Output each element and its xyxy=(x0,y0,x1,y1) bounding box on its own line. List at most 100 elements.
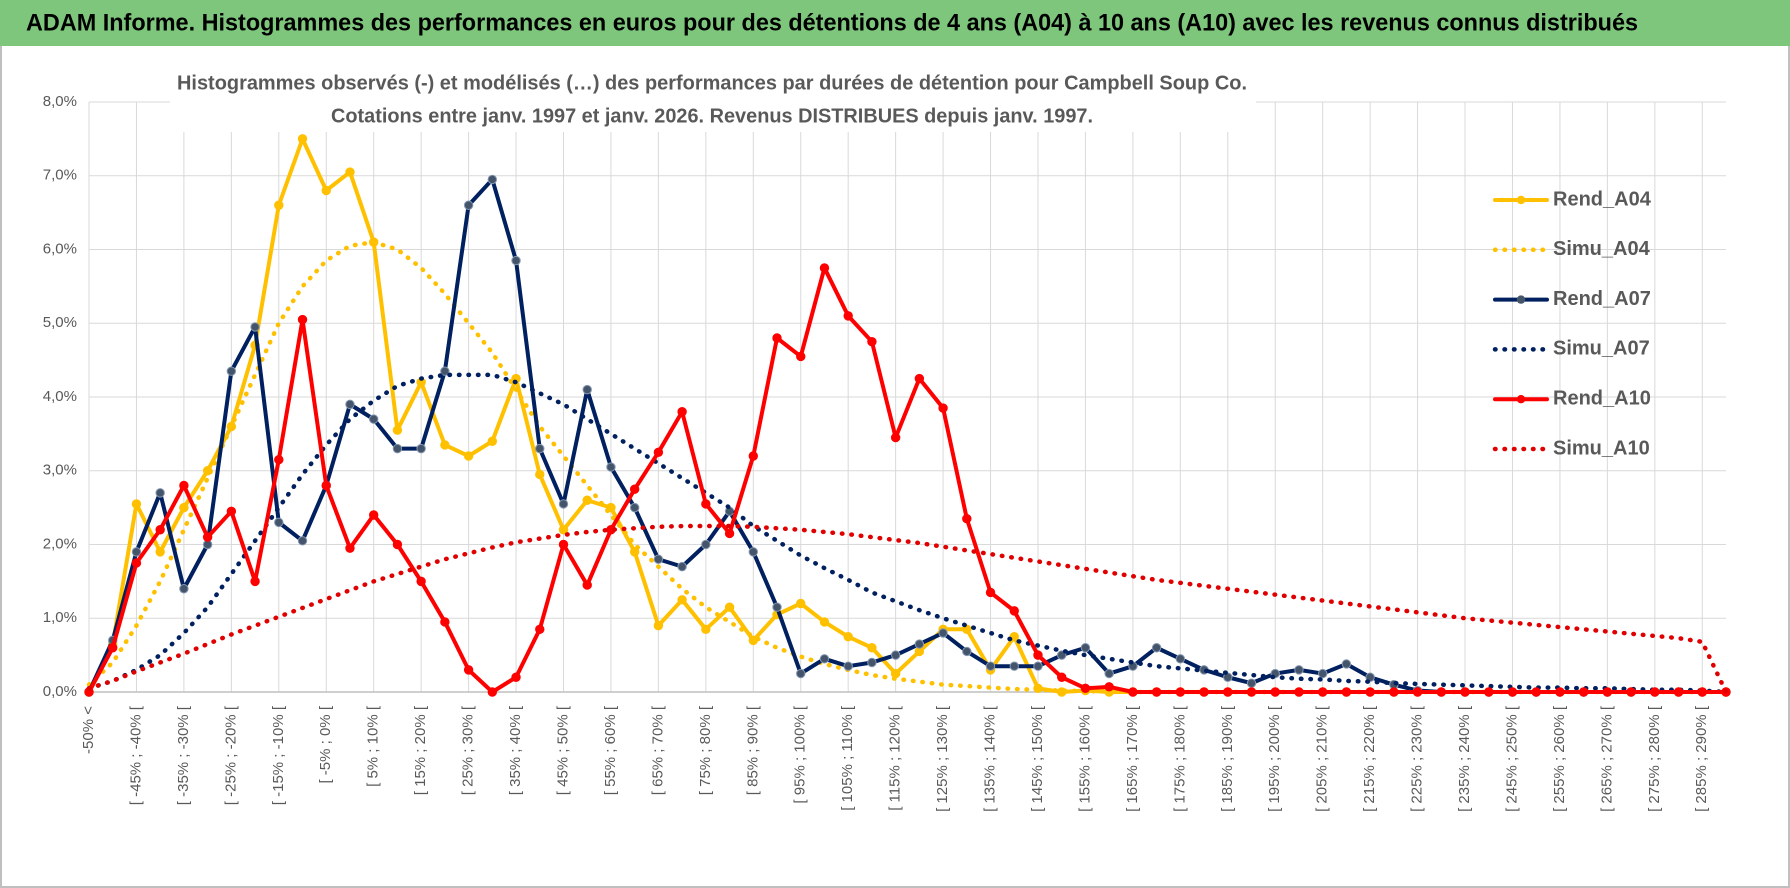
x-tick-label: [ 245% ; 250% [ xyxy=(1503,705,1520,812)
x-tick-label: [ 95% ; 100% [ xyxy=(792,705,809,803)
data-point xyxy=(653,554,664,564)
chart-subtitle: Cotations entre janv. 1997 et janv. 2026… xyxy=(331,105,1093,127)
data-point xyxy=(1080,643,1091,653)
y-tick-label: 3,0% xyxy=(43,462,77,479)
x-tick-label: [ 275% ; 280% [ xyxy=(1646,705,1663,812)
data-point xyxy=(1365,687,1375,697)
data-point xyxy=(772,333,782,343)
plot-area xyxy=(88,101,1726,693)
data-point xyxy=(1531,687,1541,697)
data-point xyxy=(368,510,379,520)
data-point xyxy=(582,495,592,505)
data-point xyxy=(108,643,118,653)
data-point xyxy=(1294,665,1304,675)
data-point xyxy=(511,255,521,266)
data-point xyxy=(677,407,687,417)
x-tick-label: [ 165% ; 170% [ xyxy=(1124,705,1141,812)
x-tick-label: [ -25% ; -20% [ xyxy=(222,705,239,805)
x-tick-label: [ 195% ; 200% [ xyxy=(1266,705,1283,812)
data-point xyxy=(1175,654,1186,664)
data-point xyxy=(1555,687,1565,697)
data-point xyxy=(297,536,308,546)
data-point xyxy=(1294,687,1304,697)
data-point xyxy=(179,480,189,491)
data-point xyxy=(535,469,545,480)
data-point xyxy=(1697,687,1707,697)
data-point xyxy=(677,561,687,572)
data-point xyxy=(724,602,735,612)
data-point xyxy=(985,661,996,671)
data-point xyxy=(748,451,758,461)
data-point xyxy=(867,643,877,653)
data-point xyxy=(226,506,237,517)
data-point xyxy=(867,657,877,668)
data-point xyxy=(629,484,640,494)
legend-label: Simu_A07 xyxy=(1553,338,1650,360)
data-point xyxy=(155,525,165,535)
data-point xyxy=(463,451,474,461)
data-point xyxy=(1033,650,1043,660)
data-point xyxy=(179,502,189,513)
x-tick-label: [ 25% ; 30% [ xyxy=(460,705,477,795)
data-point xyxy=(463,665,474,675)
data-point xyxy=(701,624,711,635)
data-point xyxy=(1578,687,1589,697)
data-point xyxy=(985,587,996,598)
data-point xyxy=(321,480,331,491)
data-point xyxy=(392,539,403,550)
legend-label: Rend_A10 xyxy=(1553,387,1651,409)
data-point xyxy=(535,624,545,635)
model-line xyxy=(86,372,1729,695)
data-point xyxy=(772,602,782,612)
data-point xyxy=(274,454,284,465)
data-point xyxy=(843,311,853,321)
x-tick-label: [ 185% ; 190% [ xyxy=(1219,705,1236,812)
observed-line xyxy=(87,265,1728,694)
data-point xyxy=(677,595,687,605)
x-tick-label: [ 145% ; 150% [ xyxy=(1029,705,1046,812)
data-point xyxy=(440,440,450,450)
x-tick-label: [ -5% ; 0% [ xyxy=(317,705,334,783)
data-point xyxy=(938,628,948,638)
x-tick-label: [ 155% ; 160% [ xyxy=(1076,705,1093,812)
data-point xyxy=(131,558,142,568)
data-point xyxy=(1080,683,1091,694)
data-point xyxy=(796,351,806,362)
data-point xyxy=(1199,687,1209,697)
data-point xyxy=(1104,668,1114,679)
legend-marker xyxy=(1516,295,1526,304)
data-point xyxy=(1389,687,1399,697)
data-point xyxy=(155,488,165,498)
x-tick-label: [ 285% ; 290% [ xyxy=(1693,705,1710,812)
data-point xyxy=(1009,606,1019,616)
data-point xyxy=(487,436,498,446)
data-point xyxy=(1484,687,1494,697)
x-tick-label: [ 125% ; 130% [ xyxy=(934,705,951,812)
data-point xyxy=(1246,687,1257,697)
data-point xyxy=(582,580,592,590)
data-point xyxy=(1175,687,1186,697)
data-point xyxy=(1128,687,1138,697)
data-point xyxy=(1033,661,1043,671)
data-point xyxy=(653,447,664,458)
data-point xyxy=(1602,687,1613,697)
title-background xyxy=(170,68,1256,132)
data-point xyxy=(1673,687,1684,697)
data-point xyxy=(890,668,901,679)
data-point xyxy=(440,617,450,627)
data-point xyxy=(1151,643,1162,653)
x-tick-label: [ 5% ; 10% [ xyxy=(365,705,382,787)
y-tick-label: 7,0% xyxy=(43,167,77,184)
data-point xyxy=(606,462,616,472)
data-point xyxy=(701,539,711,550)
data-point xyxy=(558,499,569,509)
data-point xyxy=(1104,682,1114,692)
x-tick-label: [ 85% ; 90% [ xyxy=(744,705,761,795)
data-point xyxy=(131,547,142,557)
data-point xyxy=(1057,672,1067,682)
x-tick-label: [ 65% ; 70% [ xyxy=(649,705,666,795)
data-point xyxy=(345,399,355,410)
x-tick-label: [ 55% ; 60% [ xyxy=(602,705,619,795)
title-bar xyxy=(0,0,1790,46)
data-point xyxy=(938,403,948,413)
